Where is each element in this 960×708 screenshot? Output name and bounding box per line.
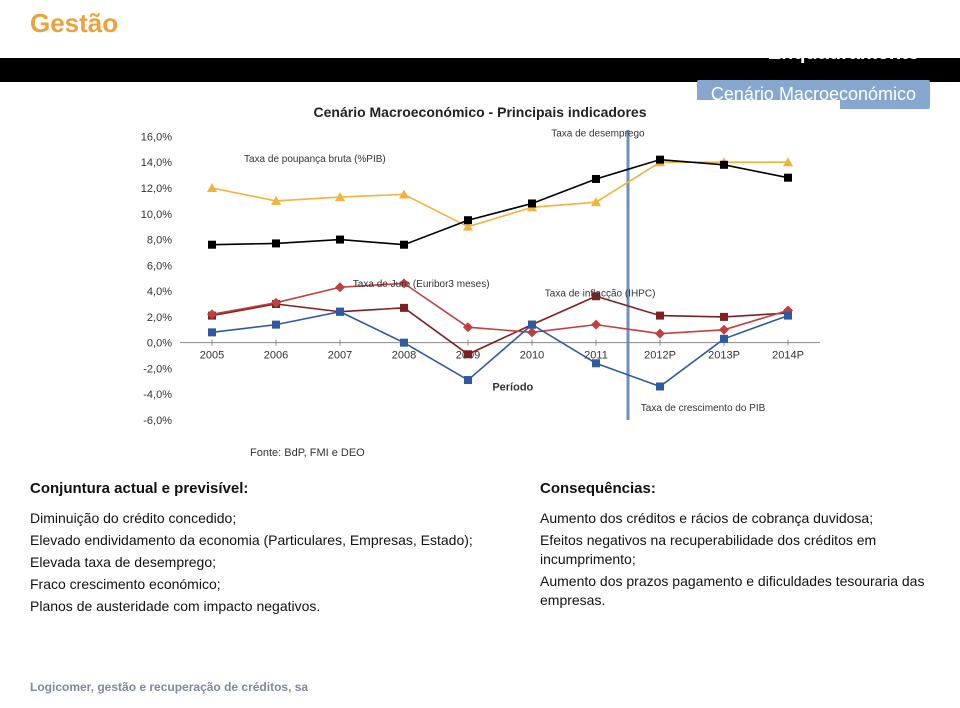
enquadramento-label: Enquadramento — [768, 42, 920, 65]
left-line: Elevado endividamento da economia (Parti… — [30, 531, 480, 550]
right-line: Efeitos negativos na recuperabilidade do… — [540, 531, 940, 569]
svg-text:Taxa de desemprego: Taxa de desemprego — [551, 128, 645, 139]
svg-text:16,0%: 16,0% — [141, 131, 172, 143]
title-gestao: Gestão — [30, 8, 118, 38]
svg-text:-2,0%: -2,0% — [143, 363, 172, 375]
svg-text:Taxa de Juro (Euribor3 meses): Taxa de Juro (Euribor3 meses) — [353, 279, 490, 290]
svg-text:Fonte: BdP, FMI e DEO: Fonte: BdP, FMI e DEO — [250, 447, 365, 459]
svg-text:2008: 2008 — [392, 350, 416, 362]
svg-text:8,0%: 8,0% — [147, 235, 172, 247]
svg-text:6,0%: 6,0% — [147, 260, 172, 272]
svg-text:2014P: 2014P — [772, 350, 804, 362]
svg-text:2010: 2010 — [520, 350, 544, 362]
chart-svg: -6,0% -4,0% -2,0% 0,0% 2,0% 4,0% 6,0% 8,0% 10,0%… — [120, 100, 840, 460]
right-title: Consequências: — [540, 480, 940, 497]
left-line: Elevada taxa de desemprego; — [30, 553, 480, 572]
svg-text:0,0%: 0,0% — [147, 338, 172, 350]
left-line: Planos de austeridade com impacto negati… — [30, 597, 480, 616]
svg-text:4,0%: 4,0% — [147, 286, 172, 298]
title-e: e — [118, 8, 140, 38]
svg-text:-4,0%: -4,0% — [143, 389, 172, 401]
right-line: Aumento dos créditos e rácios de cobranç… — [540, 509, 940, 528]
svg-text:-6,0%: -6,0% — [143, 415, 172, 427]
left-column: Conjuntura actual e previsível: Diminuiç… — [30, 480, 480, 618]
chart-title: Cenário Macroeconómico - Principais indi… — [314, 104, 647, 120]
svg-text:12,0%: 12,0% — [141, 183, 172, 195]
svg-text:14,0%: 14,0% — [141, 157, 172, 169]
svg-text:2,0%: 2,0% — [147, 312, 172, 324]
right-line: Aumento dos prazos pagamento e dificulda… — [540, 572, 940, 610]
macro-chart: Cenário Macroeconómico - Principais indi… — [120, 100, 840, 460]
svg-text:Taxa de crescimento do PIB: Taxa de crescimento do PIB — [641, 403, 766, 414]
left-title: Conjuntura actual e previsível: — [30, 480, 480, 497]
slide: Gestão e Cobrança de Créditos Enquadrame… — [0, 0, 960, 708]
svg-text:2007: 2007 — [328, 350, 352, 362]
svg-text:2006: 2006 — [264, 350, 288, 362]
svg-text:2013P: 2013P — [708, 350, 740, 362]
svg-text:Período: Período — [492, 381, 533, 393]
svg-text:2005: 2005 — [200, 350, 224, 362]
svg-text:2012P: 2012P — [644, 350, 676, 362]
left-line: Fraco crescimento económico; — [30, 575, 480, 594]
footer-text: Logicomer, gestão e recuperação de crédi… — [30, 680, 308, 694]
left-line: Diminuição do crédito concedido; — [30, 509, 480, 528]
svg-text:10,0%: 10,0% — [141, 209, 172, 221]
svg-text:Taxa de inflacção (IHPC): Taxa de inflacção (IHPC) — [545, 288, 656, 299]
right-column: Consequências: Aumento dos créditos e rá… — [540, 480, 940, 612]
svg-text:Taxa de poupança bruta (%PIB): Taxa de poupança bruta (%PIB) — [244, 154, 386, 165]
